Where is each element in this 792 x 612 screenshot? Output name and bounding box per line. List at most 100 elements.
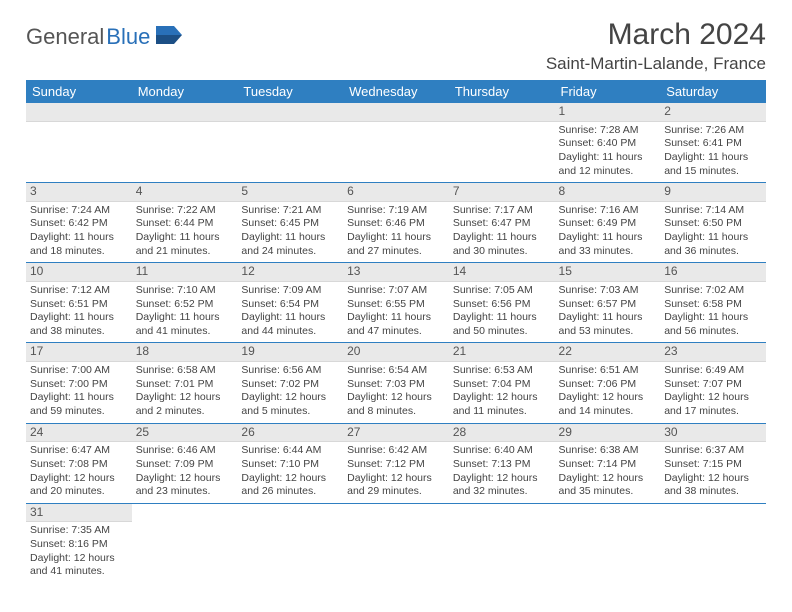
daylight-text: Daylight: 11 hours and 27 minutes. — [347, 231, 445, 258]
day-number: 5 — [237, 183, 343, 202]
calendar-cell: 25Sunrise: 6:46 AMSunset: 7:09 PMDayligh… — [132, 423, 238, 503]
calendar-cell: 9Sunrise: 7:14 AMSunset: 6:50 PMDaylight… — [660, 183, 766, 263]
day-body: Sunrise: 7:14 AMSunset: 6:50 PMDaylight:… — [660, 202, 766, 263]
daylight-text: Daylight: 12 hours and 14 minutes. — [559, 391, 657, 418]
sunrise-text: Sunrise: 7:19 AM — [347, 204, 445, 218]
sunset-text: Sunset: 7:09 PM — [136, 458, 234, 472]
sunset-text: Sunset: 8:16 PM — [30, 538, 128, 552]
day-number — [237, 103, 343, 122]
sunrise-text: Sunrise: 7:14 AM — [664, 204, 762, 218]
day-number: 21 — [449, 343, 555, 362]
daylight-text: Daylight: 12 hours and 23 minutes. — [136, 472, 234, 499]
daylight-text: Daylight: 12 hours and 38 minutes. — [664, 472, 762, 499]
calendar-cell: 15Sunrise: 7:03 AMSunset: 6:57 PMDayligh… — [555, 263, 661, 343]
sunrise-text: Sunrise: 7:05 AM — [453, 284, 551, 298]
calendar-cell — [449, 103, 555, 183]
calendar-cell: 6Sunrise: 7:19 AMSunset: 6:46 PMDaylight… — [343, 183, 449, 263]
brand-part1: General — [26, 24, 104, 50]
calendar-cell: 1Sunrise: 7:28 AMSunset: 6:40 PMDaylight… — [555, 103, 661, 183]
sunrise-text: Sunrise: 6:42 AM — [347, 444, 445, 458]
daylight-text: Daylight: 11 hours and 18 minutes. — [30, 231, 128, 258]
sunset-text: Sunset: 6:55 PM — [347, 298, 445, 312]
sunrise-text: Sunrise: 7:02 AM — [664, 284, 762, 298]
day-body: Sunrise: 6:46 AMSunset: 7:09 PMDaylight:… — [132, 442, 238, 503]
sunrise-text: Sunrise: 6:44 AM — [241, 444, 339, 458]
sunset-text: Sunset: 6:40 PM — [559, 137, 657, 151]
daylight-text: Daylight: 12 hours and 35 minutes. — [559, 472, 657, 499]
day-body: Sunrise: 6:42 AMSunset: 7:12 PMDaylight:… — [343, 442, 449, 503]
day-body: Sunrise: 6:47 AMSunset: 7:08 PMDaylight:… — [26, 442, 132, 503]
daylight-text: Daylight: 12 hours and 5 minutes. — [241, 391, 339, 418]
day-number: 15 — [555, 263, 661, 282]
sunrise-text: Sunrise: 6:54 AM — [347, 364, 445, 378]
day-number: 1 — [555, 103, 661, 122]
sunrise-text: Sunrise: 7:03 AM — [559, 284, 657, 298]
sunrise-text: Sunrise: 7:28 AM — [559, 124, 657, 138]
calendar-cell: 18Sunrise: 6:58 AMSunset: 7:01 PMDayligh… — [132, 343, 238, 423]
calendar-cell: 27Sunrise: 6:42 AMSunset: 7:12 PMDayligh… — [343, 423, 449, 503]
sunset-text: Sunset: 6:50 PM — [664, 217, 762, 231]
sunrise-text: Sunrise: 6:37 AM — [664, 444, 762, 458]
calendar-cell — [343, 503, 449, 583]
sunset-text: Sunset: 7:12 PM — [347, 458, 445, 472]
daylight-text: Daylight: 11 hours and 56 minutes. — [664, 311, 762, 338]
calendar-cell: 10Sunrise: 7:12 AMSunset: 6:51 PMDayligh… — [26, 263, 132, 343]
sunrise-text: Sunrise: 6:38 AM — [559, 444, 657, 458]
sunset-text: Sunset: 7:13 PM — [453, 458, 551, 472]
calendar-cell: 31Sunrise: 7:35 AMSunset: 8:16 PMDayligh… — [26, 503, 132, 583]
daylight-text: Daylight: 12 hours and 29 minutes. — [347, 472, 445, 499]
sunset-text: Sunset: 7:01 PM — [136, 378, 234, 392]
sunrise-text: Sunrise: 7:26 AM — [664, 124, 762, 138]
sunrise-text: Sunrise: 6:46 AM — [136, 444, 234, 458]
day-body: Sunrise: 6:40 AMSunset: 7:13 PMDaylight:… — [449, 442, 555, 503]
calendar-cell: 12Sunrise: 7:09 AMSunset: 6:54 PMDayligh… — [237, 263, 343, 343]
day-number: 26 — [237, 424, 343, 443]
day-body: Sunrise: 7:07 AMSunset: 6:55 PMDaylight:… — [343, 282, 449, 343]
daylight-text: Daylight: 11 hours and 33 minutes. — [559, 231, 657, 258]
day-number: 28 — [449, 424, 555, 443]
daylight-text: Daylight: 12 hours and 41 minutes. — [30, 552, 128, 579]
day-number: 22 — [555, 343, 661, 362]
daylight-text: Daylight: 11 hours and 50 minutes. — [453, 311, 551, 338]
sunset-text: Sunset: 6:58 PM — [664, 298, 762, 312]
sunrise-text: Sunrise: 7:17 AM — [453, 204, 551, 218]
sunrise-text: Sunrise: 6:47 AM — [30, 444, 128, 458]
calendar-cell: 28Sunrise: 6:40 AMSunset: 7:13 PMDayligh… — [449, 423, 555, 503]
month-title: March 2024 — [546, 18, 766, 52]
calendar-cell — [660, 503, 766, 583]
day-body: Sunrise: 6:56 AMSunset: 7:02 PMDaylight:… — [237, 362, 343, 423]
calendar-cell: 26Sunrise: 6:44 AMSunset: 7:10 PMDayligh… — [237, 423, 343, 503]
calendar-cell — [132, 503, 238, 583]
day-number: 12 — [237, 263, 343, 282]
day-body: Sunrise: 7:10 AMSunset: 6:52 PMDaylight:… — [132, 282, 238, 343]
sunrise-text: Sunrise: 6:56 AM — [241, 364, 339, 378]
day-body: Sunrise: 6:38 AMSunset: 7:14 PMDaylight:… — [555, 442, 661, 503]
sunrise-text: Sunrise: 7:21 AM — [241, 204, 339, 218]
weekday-header: Monday — [132, 80, 238, 103]
day-body: Sunrise: 7:05 AMSunset: 6:56 PMDaylight:… — [449, 282, 555, 343]
day-body: Sunrise: 6:37 AMSunset: 7:15 PMDaylight:… — [660, 442, 766, 503]
sunrise-text: Sunrise: 7:12 AM — [30, 284, 128, 298]
day-body: Sunrise: 7:26 AMSunset: 6:41 PMDaylight:… — [660, 122, 766, 183]
day-number: 14 — [449, 263, 555, 282]
sunset-text: Sunset: 6:57 PM — [559, 298, 657, 312]
sunset-text: Sunset: 7:14 PM — [559, 458, 657, 472]
sunset-text: Sunset: 7:03 PM — [347, 378, 445, 392]
day-number: 27 — [343, 424, 449, 443]
day-body: Sunrise: 7:00 AMSunset: 7:00 PMDaylight:… — [26, 362, 132, 423]
sunset-text: Sunset: 6:44 PM — [136, 217, 234, 231]
calendar-table: SundayMondayTuesdayWednesdayThursdayFrid… — [26, 80, 766, 583]
weekday-header: Sunday — [26, 80, 132, 103]
day-number: 2 — [660, 103, 766, 122]
daylight-text: Daylight: 12 hours and 11 minutes. — [453, 391, 551, 418]
day-body: Sunrise: 7:21 AMSunset: 6:45 PMDaylight:… — [237, 202, 343, 263]
sunset-text: Sunset: 7:02 PM — [241, 378, 339, 392]
day-body: Sunrise: 6:53 AMSunset: 7:04 PMDaylight:… — [449, 362, 555, 423]
calendar-cell: 5Sunrise: 7:21 AMSunset: 6:45 PMDaylight… — [237, 183, 343, 263]
weekday-header: Saturday — [660, 80, 766, 103]
sunrise-text: Sunrise: 7:16 AM — [559, 204, 657, 218]
brand-part2: Blue — [106, 24, 150, 50]
calendar-cell: 13Sunrise: 7:07 AMSunset: 6:55 PMDayligh… — [343, 263, 449, 343]
sunrise-text: Sunrise: 7:24 AM — [30, 204, 128, 218]
calendar-cell: 14Sunrise: 7:05 AMSunset: 6:56 PMDayligh… — [449, 263, 555, 343]
